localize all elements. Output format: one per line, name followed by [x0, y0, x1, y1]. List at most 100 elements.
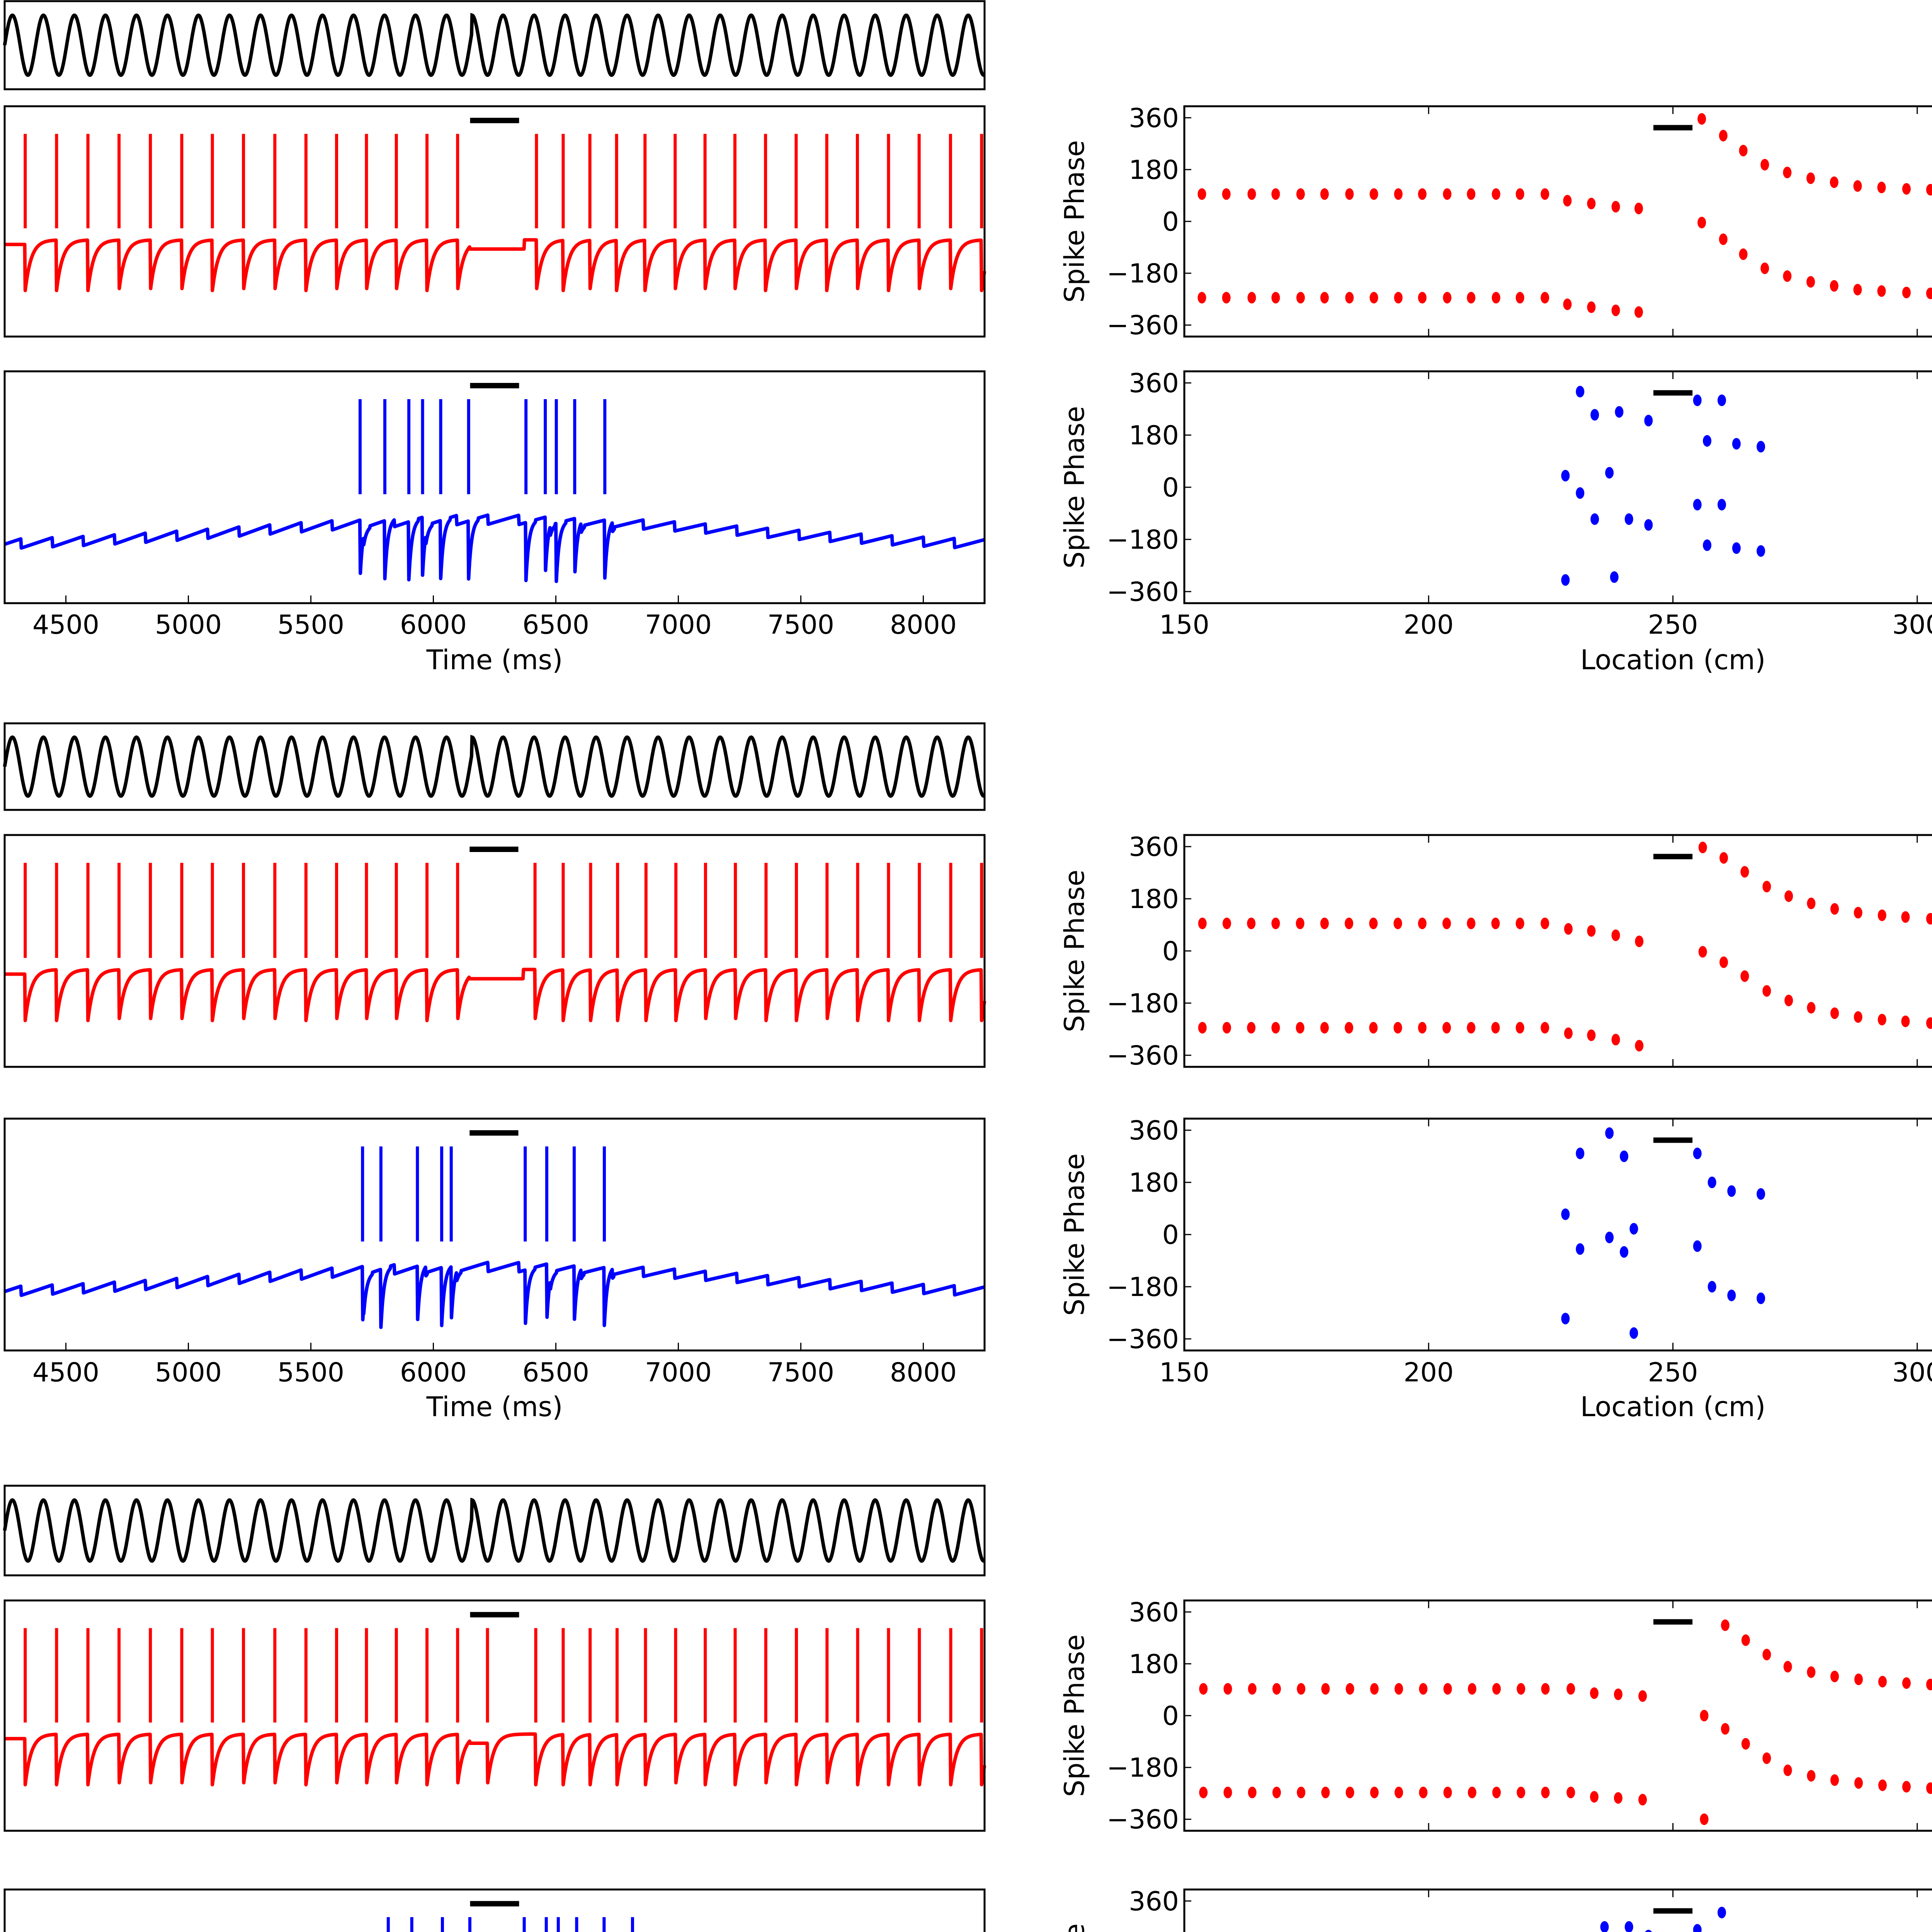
pyramidal-phase-point	[1762, 1752, 1771, 1764]
x-tick-label: 250	[1648, 610, 1698, 640]
stimulus-bar	[1653, 1908, 1693, 1914]
pyramidal-phase-point	[1223, 1022, 1231, 1034]
pyramidal-phase-point	[1638, 1690, 1647, 1702]
pyramidal-membrane-trace	[3, 1732, 986, 1787]
pyramidal-phase-point	[1830, 1774, 1839, 1786]
interneuron-phase-point	[1576, 386, 1585, 398]
pyramidal-phase-point	[1700, 1813, 1709, 1825]
pyramidal-phase-point	[1806, 276, 1815, 288]
x-tick-label: 4500	[32, 1357, 99, 1388]
pyramidal-phase-point	[1418, 188, 1427, 200]
pyramidal-phase-point	[1199, 1786, 1208, 1798]
pyramidal-phase-point	[1395, 1786, 1403, 1798]
pyramidal-phase-point	[1611, 1034, 1620, 1046]
pyramidal-phase-point	[1760, 262, 1769, 274]
pyramidal-phase-point	[1271, 188, 1280, 200]
pyramidal-phase-point	[1297, 1683, 1306, 1695]
pyramidal-phase-point	[1393, 917, 1402, 929]
interneuron-phase-point	[1610, 571, 1619, 583]
interneuron-trace-panel	[3, 1888, 986, 1932]
interneuron-phase-point	[1561, 1208, 1570, 1220]
pyramidal-phase-point	[1296, 917, 1304, 929]
pyramidal-phase-point	[1698, 842, 1707, 854]
pyramidal-phase-point	[1271, 1022, 1280, 1034]
interneuron-phase-point	[1727, 1289, 1736, 1301]
interneuron-trace-panel	[3, 370, 986, 604]
y-tick-label: 360	[1129, 1597, 1179, 1628]
pyramidal-phase-point	[1590, 1791, 1599, 1803]
y-tick-label: −360	[1107, 1324, 1179, 1355]
pyramidal-phase-point	[1721, 1723, 1730, 1735]
pyramidal-phase-panel: 360 180 0 −180 −360 Spike Phase	[1059, 832, 1932, 1071]
pyramidal-phase-point	[1247, 292, 1256, 304]
pyramidal-phase-point	[1566, 1683, 1575, 1695]
pyramidal-membrane-trace	[3, 968, 986, 1022]
interneuron-trace-panel	[3, 1117, 986, 1352]
pyramidal-phase-point	[1492, 188, 1500, 200]
x-tick-label: 6500	[522, 610, 589, 640]
interneuron-phase-point	[1624, 1921, 1633, 1932]
pyramidal-phase-point	[1345, 292, 1354, 304]
pyramidal-phase-point	[1467, 917, 1476, 929]
pyramidal-phase-point	[1854, 1673, 1863, 1685]
pyramidal-trace-frame	[3, 1599, 986, 1832]
pyramidal-membrane-trace	[3, 238, 986, 293]
y-tick-label: 180	[1129, 155, 1179, 185]
pyramidal-phase-point	[1345, 1786, 1354, 1798]
x-tick-label: 4500	[32, 610, 99, 640]
x-tick-label: 6000	[400, 1357, 467, 1388]
interneuron-phase-point	[1708, 1177, 1716, 1188]
pyramidal-phase-point	[1197, 292, 1206, 304]
pyramidal-phase-point	[1394, 292, 1403, 304]
pyramidal-phase-point	[1783, 1764, 1792, 1776]
pyramidal-trace-frame	[3, 105, 986, 338]
pyramidal-phase-point	[1853, 180, 1862, 192]
interneuron-phase-point	[1644, 519, 1653, 531]
pyramidal-phase-point	[1926, 1679, 1932, 1690]
row-2: 4500 5000 5500 6000 6500 7000 7500 8000 Time (ms…	[3, 722, 1932, 1423]
pyramidal-phase-point	[1719, 852, 1728, 864]
interneuron-phase-point	[1620, 1150, 1629, 1162]
interneuron-phase-point	[1717, 1906, 1726, 1918]
interneuron-phase-point	[1629, 1327, 1638, 1339]
interneuron-phase-point	[1561, 470, 1570, 481]
pyramidal-phase-point	[1443, 188, 1452, 200]
pyramidal-phase-point	[1345, 917, 1354, 929]
pyramidal-phase-point	[1198, 917, 1207, 929]
pyramidal-phase-point	[1321, 1683, 1330, 1695]
y-tick-label: 0	[1162, 1701, 1179, 1731]
stimulus-bar	[1653, 1137, 1693, 1143]
interneuron-phase-point	[1576, 487, 1585, 499]
x-axis-label: Location (cm)	[1580, 644, 1766, 676]
pyramidal-phase-point	[1739, 145, 1748, 156]
pyramidal-phase-point	[1614, 1688, 1622, 1700]
pyramidal-phase-point	[1902, 1781, 1911, 1793]
interneuron-trace-frame	[3, 1888, 986, 1932]
pyramidal-phase-point	[1320, 292, 1329, 304]
pyramidal-phase-point	[1198, 1022, 1207, 1034]
pyramidal-phase-point	[1541, 1683, 1550, 1695]
pyramidal-phase-point	[1541, 188, 1549, 200]
pyramidal-phase-point	[1467, 292, 1476, 304]
stimulus-bar	[469, 1130, 519, 1136]
pyramidal-phase-point	[1222, 292, 1231, 304]
pyramidal-phase-point	[1564, 923, 1573, 935]
pyramidal-phase-point	[1369, 1022, 1378, 1034]
x-tick-label: 5500	[277, 610, 344, 640]
pyramidal-phase-point	[1700, 1710, 1709, 1721]
pyramidal-phase-point	[1395, 1683, 1403, 1695]
interneuron-phase-point	[1693, 1148, 1702, 1159]
pyramidal-phase-point	[1517, 1683, 1526, 1695]
pyramidal-phase-point	[1830, 903, 1839, 915]
pyramidal-phase-point	[1784, 890, 1793, 902]
pyramidal-phase-point	[1698, 946, 1707, 958]
pyramidal-phase-point	[1297, 1786, 1306, 1798]
pyramidal-phase-point	[1926, 184, 1932, 196]
stimulus-bar	[1653, 1619, 1693, 1625]
pyramidal-trace-panel	[3, 834, 986, 1068]
pyramidal-phase-point	[1901, 911, 1910, 923]
pyramidal-phase-point	[1248, 1786, 1257, 1798]
